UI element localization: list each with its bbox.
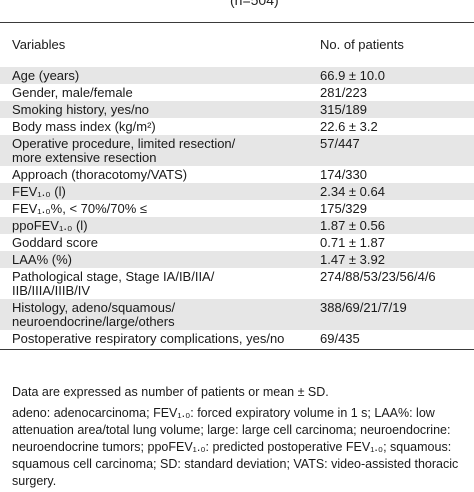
table-row: LAA% (%) 1.47 ± 3.92 [0, 251, 474, 268]
row-value: 281/223 [320, 85, 367, 100]
table-row: Histology, adeno/squamous/ neuroendocrin… [0, 299, 474, 330]
table-row: ppoFEV₁.₀ (l) 1.87 ± 0.56 [0, 217, 474, 234]
row-value: 174/330 [320, 167, 367, 182]
table-row: Gender, male/female 281/223 [0, 84, 474, 101]
table-row: Body mass index (kg/m²) 22.6 ± 3.2 [0, 118, 474, 135]
row-variable: Histology, adeno/squamous/ neuroendocrin… [0, 299, 320, 330]
row-value: 22.6 ± 3.2 [320, 119, 378, 134]
header-variables: Variables [12, 37, 66, 52]
note-expressed: Data are expressed as number of patients… [12, 385, 329, 399]
row-variable: Smoking history, yes/no [0, 101, 320, 118]
table-row: Postoperative respiratory complications,… [0, 330, 474, 350]
row-value: 57/447 [320, 135, 474, 166]
row-variable: Age (years) [0, 67, 320, 84]
table-row: FEV₁.₀%, < 70%/70% ≤ 175/329 [0, 200, 474, 217]
table-row: Pathological stage, Stage IA/IB/IIA/ IIB… [0, 268, 474, 299]
row-variable: Operative procedure, limited resection/ … [0, 135, 320, 166]
header-patients: No. of patients [320, 37, 404, 52]
row-variable: LAA% (%) [0, 251, 320, 268]
row-value: 388/69/21/7/19 [320, 299, 474, 330]
table-row: Smoking history, yes/no 315/189 [0, 101, 474, 118]
row-variable: Pathological stage, Stage IA/IB/IIA/ IIB… [12, 269, 215, 298]
row-value: 315/189 [320, 101, 474, 118]
row-variable: FEV₁.₀%, < 70%/70% ≤ [12, 201, 148, 216]
row-value: 175/329 [320, 201, 367, 216]
row-value: 1.47 ± 3.92 [320, 251, 474, 268]
table-row: Goddard score 0.71 ± 1.87 [0, 234, 474, 251]
table-header: Variables No. of patients [0, 22, 474, 68]
row-value: 274/88/53/23/56/4/6 [320, 269, 436, 284]
table-notes: Data are expressed as number of patients… [12, 384, 467, 490]
row-variable: FEV₁.₀ (l) [0, 183, 320, 200]
row-variable: ppoFEV₁.₀ (l) [0, 217, 320, 234]
table-row: Approach (thoracotomy/VATS) 174/330 [0, 166, 474, 183]
table-row: Operative procedure, limited resection/ … [0, 135, 474, 166]
row-value: 1.87 ± 0.56 [320, 217, 474, 234]
row-variable: Gender, male/female [12, 85, 133, 100]
table-row: FEV₁.₀ (l) 2.34 ± 0.64 [0, 183, 474, 200]
note-abbreviations: adeno: adenocarcinoma; FEV₁.₀: forced ex… [12, 406, 459, 488]
table-title-fragment: (n=504) [230, 0, 279, 8]
row-variable: Body mass index (kg/m²) [12, 119, 156, 134]
row-value: 2.34 ± 0.64 [320, 183, 474, 200]
row-value: 0.71 ± 1.87 [320, 235, 385, 250]
row-variable: Approach (thoracotomy/VATS) [12, 167, 188, 182]
row-value: 66.9 ± 10.0 [320, 67, 474, 84]
row-value: 69/435 [320, 330, 474, 350]
table-title-band: (n=504) [0, 0, 474, 23]
patient-characteristics-table: Age (years) 66.9 ± 10.0 Gender, male/femal… [0, 67, 474, 350]
row-variable: Goddard score [12, 235, 98, 250]
table-row: Age (years) 66.9 ± 10.0 [0, 67, 474, 84]
row-variable: Postoperative respiratory complications,… [0, 330, 320, 350]
